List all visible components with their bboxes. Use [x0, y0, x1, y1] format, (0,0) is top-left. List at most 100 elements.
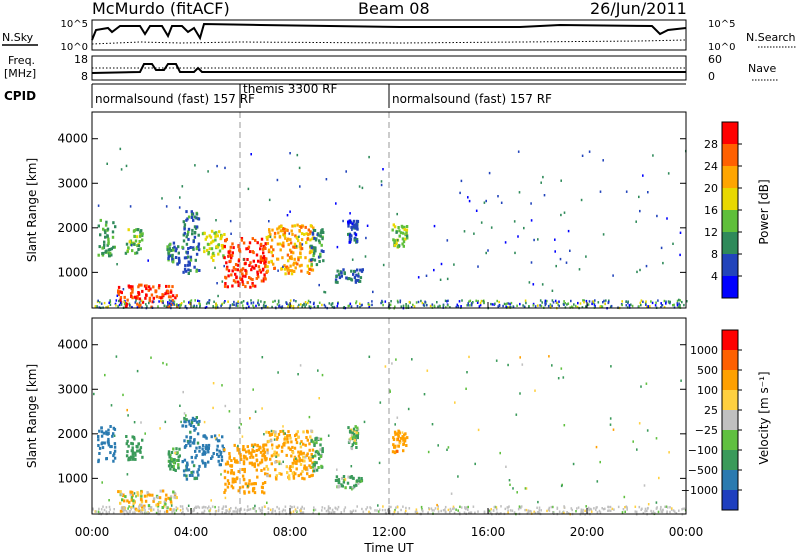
power-cell [285, 301, 288, 304]
power-cell [314, 238, 318, 242]
velocity-cell [158, 496, 162, 500]
power-cell [147, 288, 150, 292]
power-cell [305, 241, 308, 245]
power-cell [137, 285, 140, 289]
velocity-cell [130, 449, 133, 453]
velocity-cell [304, 443, 307, 447]
velocity-cell [243, 448, 246, 452]
velocity-cell [384, 365, 387, 368]
velocity-cell [190, 510, 193, 513]
power-cell [261, 268, 265, 272]
velocity-cell [105, 432, 108, 436]
velocity-cell [140, 421, 142, 424]
power-cell [221, 244, 225, 248]
power-cell [218, 249, 222, 253]
power-cell [355, 222, 358, 226]
velocity-cell [192, 470, 195, 474]
velocity-cell [144, 511, 146, 514]
power-cell [352, 225, 355, 229]
power-cell [530, 261, 533, 264]
power-cell [666, 217, 668, 220]
power-cell [167, 295, 171, 299]
velocity-cell [507, 363, 509, 367]
velocity-cell [655, 501, 658, 504]
velocity-cell [267, 507, 269, 510]
power-cell [237, 284, 240, 288]
power-cell [242, 300, 245, 303]
velocity-cell [180, 420, 182, 424]
power-cell [179, 303, 181, 306]
velocity-cell [567, 512, 570, 515]
velocity-cell [230, 469, 233, 472]
power-cell [361, 303, 363, 307]
velocity-cell [311, 465, 314, 469]
power-cell [604, 302, 606, 305]
velocity-cell [311, 448, 315, 452]
power-cell [625, 300, 627, 303]
velocity-cell [295, 441, 299, 445]
velocity-cell [170, 465, 174, 468]
velocity-cell [289, 505, 292, 508]
power-cell [191, 232, 194, 236]
power-cell [225, 261, 228, 265]
x-tick-label: 00:00 [669, 525, 704, 539]
velocity-cell [164, 498, 167, 502]
velocity-cell [506, 506, 509, 509]
velocity-cell [135, 495, 137, 498]
power-cell [345, 276, 348, 280]
velocity-cell [283, 437, 286, 441]
power-cell [130, 295, 133, 298]
power-cell [179, 305, 181, 308]
velocity-cell [188, 440, 191, 444]
power-cell [396, 212, 398, 216]
power-cell [645, 264, 648, 268]
velocity-cell [133, 492, 136, 495]
velocity-cell [520, 505, 523, 508]
power-cell [255, 276, 258, 280]
velocity-cell [395, 358, 397, 361]
velocity-cell [179, 404, 181, 407]
power-cell [348, 240, 351, 244]
velocity-cell [159, 489, 162, 493]
velocity-cell [248, 461, 252, 465]
velocity-cell [100, 434, 104, 438]
power-cell [124, 251, 128, 255]
power-cell [639, 301, 642, 305]
velocity-cell [238, 486, 242, 490]
velocity-cell [246, 445, 249, 449]
velocity-cell [185, 465, 188, 469]
power-cell [354, 233, 358, 237]
velocity-cell [436, 503, 438, 507]
power-cell [234, 272, 237, 276]
power-cell [551, 299, 554, 302]
velocity-cell [249, 417, 251, 420]
velocity-cell [379, 401, 382, 404]
power-cell [294, 244, 297, 248]
velocity-cell [490, 511, 492, 514]
velocity-cell [666, 506, 669, 509]
power-cell [207, 252, 210, 256]
velocity-cell [97, 438, 100, 442]
power-cell [325, 178, 328, 181]
power-cell [158, 284, 161, 288]
velocity-cell [246, 484, 249, 488]
velocity-cell [647, 503, 650, 506]
velocity-cell [234, 480, 237, 484]
velocity-cell [467, 505, 469, 509]
power-cell [399, 231, 403, 235]
power-cell [276, 303, 279, 306]
velocity-cell [288, 434, 291, 437]
power-cell [231, 269, 234, 273]
velocity-cell [163, 510, 166, 514]
power-cell [263, 276, 266, 280]
power-cell [97, 299, 99, 302]
velocity-cell [174, 469, 177, 472]
velocity-cell [124, 495, 127, 499]
velocity-cell [281, 445, 284, 449]
power-cell [237, 280, 240, 284]
power-cell [148, 296, 152, 300]
power-cell [181, 245, 184, 249]
velocity-cell [194, 456, 197, 460]
velocity-cell [113, 449, 117, 453]
velocity-cell [584, 509, 586, 512]
